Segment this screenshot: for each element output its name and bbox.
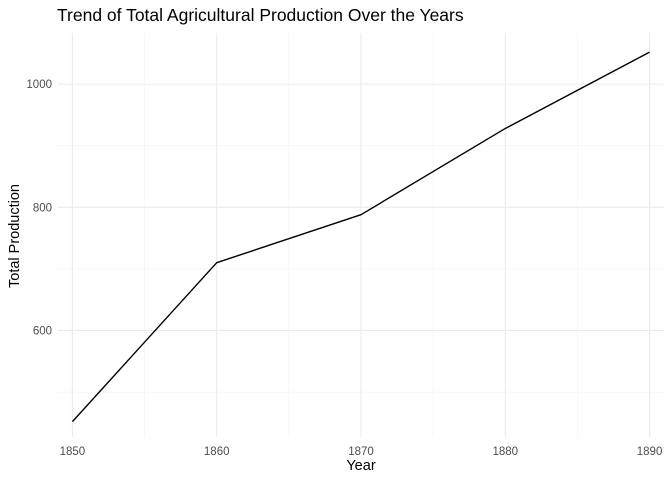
x-tick-label: 1870 [348, 446, 374, 458]
y-tick-label: 800 [33, 202, 52, 214]
y-axis-title: Total Production [7, 184, 23, 288]
y-tick-label: 600 [33, 325, 52, 337]
series-line [71, 51, 650, 423]
y-axis-tick-labels: 600 800 1000 [26, 79, 52, 337]
x-tick-label: 1880 [492, 446, 518, 458]
x-tick-label: 1890 [637, 446, 663, 458]
x-tick-label: 1850 [60, 446, 86, 458]
x-tick-label: 1860 [204, 446, 230, 458]
chart-title: Trend of Total Agricultural Production O… [57, 5, 464, 25]
major-gridlines [58, 33, 664, 437]
y-tick-label: 1000 [26, 79, 52, 91]
x-axis-tick-labels: 1850 1860 1870 1880 1890 [60, 446, 663, 458]
x-axis-title: Year [346, 458, 375, 474]
series-lines [71, 51, 650, 423]
